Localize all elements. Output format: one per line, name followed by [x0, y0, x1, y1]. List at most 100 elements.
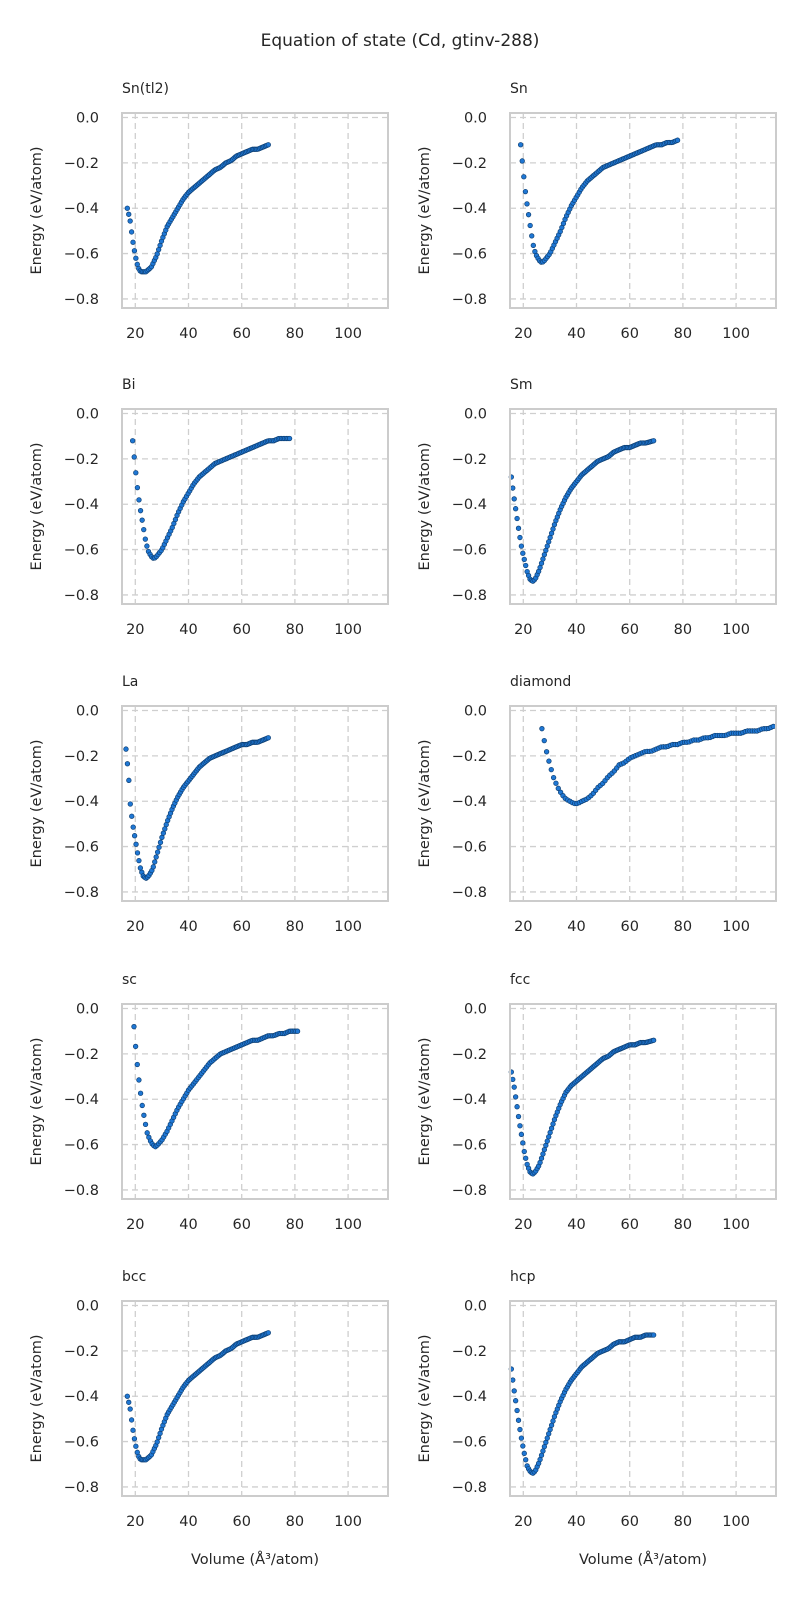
data-point	[124, 761, 131, 767]
y-axis-label: Energy (eV/atom)	[29, 1038, 45, 1166]
panel-title: sc	[122, 972, 137, 988]
x-tick-label: 20	[514, 1514, 532, 1530]
data-point	[544, 1138, 550, 1144]
data-point	[521, 556, 527, 563]
data-point	[157, 839, 164, 845]
data-point	[152, 859, 158, 865]
y-tick-label: −0.8	[64, 1183, 99, 1199]
data-point	[129, 813, 135, 819]
y-tick-label: −0.8	[64, 292, 99, 308]
axes-frame	[509, 1300, 777, 1497]
y-axis-label: Energy (eV/atom)	[417, 1335, 433, 1463]
x-tick-label: 20	[514, 1217, 532, 1233]
x-tick-label: 20	[126, 1514, 144, 1530]
data-point	[547, 1129, 553, 1136]
y-axis-label: Energy (eV/atom)	[417, 443, 433, 571]
y-tick-label: −0.6	[64, 1435, 99, 1451]
panel-title: Sn	[510, 81, 528, 97]
data-point	[550, 774, 557, 781]
x-tick-label: 60	[232, 919, 250, 935]
data-point	[537, 1159, 543, 1166]
x-tick-label: 100	[722, 326, 750, 342]
data-point	[517, 1426, 523, 1433]
x-tick-label: 20	[126, 919, 144, 935]
axes-frame	[509, 408, 777, 605]
panel-title: bcc	[122, 1269, 146, 1285]
data-point	[160, 830, 167, 836]
y-tick-label: −0.6	[452, 543, 487, 559]
data-point	[136, 1077, 142, 1083]
data-point	[543, 1142, 549, 1149]
data-point	[127, 218, 133, 224]
data-point	[130, 239, 136, 245]
data-point	[139, 1102, 145, 1109]
data-point	[137, 865, 144, 871]
data-point	[543, 547, 549, 554]
y-tick-label: −0.2	[64, 1047, 99, 1063]
y-tick-label: −0.2	[64, 156, 99, 172]
data-point	[131, 454, 137, 460]
data-point	[540, 1151, 546, 1157]
data-point	[162, 826, 168, 832]
x-tick-label: 60	[232, 622, 250, 638]
data-point	[520, 1443, 526, 1449]
panel-title: Sm	[510, 377, 533, 393]
data-point	[550, 1121, 556, 1127]
y-tick-label: −0.8	[452, 1480, 487, 1496]
data-point	[546, 1134, 552, 1140]
data-point	[511, 496, 517, 502]
y-axis-label: Energy (eV/atom)	[417, 740, 433, 868]
data-point	[514, 1407, 520, 1414]
data-point	[131, 833, 138, 839]
x-tick-label: 100	[334, 919, 362, 935]
data-point	[517, 1123, 523, 1129]
y-tick-label: −0.8	[64, 1480, 99, 1496]
data-point	[548, 766, 554, 773]
data-point	[518, 1131, 525, 1137]
y-tick-label: −0.4	[64, 497, 99, 513]
data-point	[524, 201, 530, 207]
y-tick-label: −0.6	[64, 1138, 99, 1154]
data-point	[548, 530, 555, 536]
y-tick-label: −0.2	[64, 749, 99, 765]
data-point	[537, 564, 543, 571]
data-point	[511, 1084, 517, 1090]
y-tick-label: −0.4	[64, 1389, 99, 1405]
x-tick-label: 80	[286, 326, 304, 342]
data-point	[510, 485, 516, 491]
data-point	[159, 834, 165, 841]
data-point	[265, 735, 271, 741]
x-tick-label: 100	[334, 1514, 362, 1530]
data-point	[133, 1443, 139, 1449]
axes-frame	[121, 1003, 389, 1200]
data-point	[527, 222, 533, 229]
y-axis-label: Energy (eV/atom)	[29, 740, 45, 868]
data-point	[126, 211, 132, 217]
data-point	[131, 1024, 137, 1030]
x-tick-label: 20	[126, 622, 144, 638]
data-point	[127, 1406, 133, 1412]
data-point	[128, 229, 135, 235]
data-point	[541, 552, 548, 558]
data-point	[548, 1422, 555, 1428]
data-point	[520, 550, 526, 556]
axes-frame	[121, 112, 389, 309]
data-point	[130, 1427, 136, 1433]
panel-title: diamond	[510, 674, 571, 690]
data-point	[124, 1393, 130, 1399]
y-axis-label: Energy (eV/atom)	[29, 1335, 45, 1463]
data-point	[510, 1377, 516, 1383]
x-tick-label: 60	[620, 1217, 638, 1233]
data-point	[555, 785, 561, 791]
data-point	[514, 515, 520, 522]
y-tick-label: −0.6	[452, 1138, 487, 1154]
axes-frame	[121, 408, 389, 605]
panel-sn-tl2-: Sn(tl2) 0.0 −0.2 −0.4 −0.6 −0.8 20 40 60 80 100 Ene…	[29, 81, 389, 342]
y-tick-label: −0.6	[452, 247, 487, 263]
x-tick-label: 40	[567, 326, 585, 342]
data-point	[136, 857, 142, 864]
axes-frame	[121, 705, 389, 902]
data-point	[510, 1076, 516, 1083]
y-tick-label: −0.6	[64, 247, 99, 263]
